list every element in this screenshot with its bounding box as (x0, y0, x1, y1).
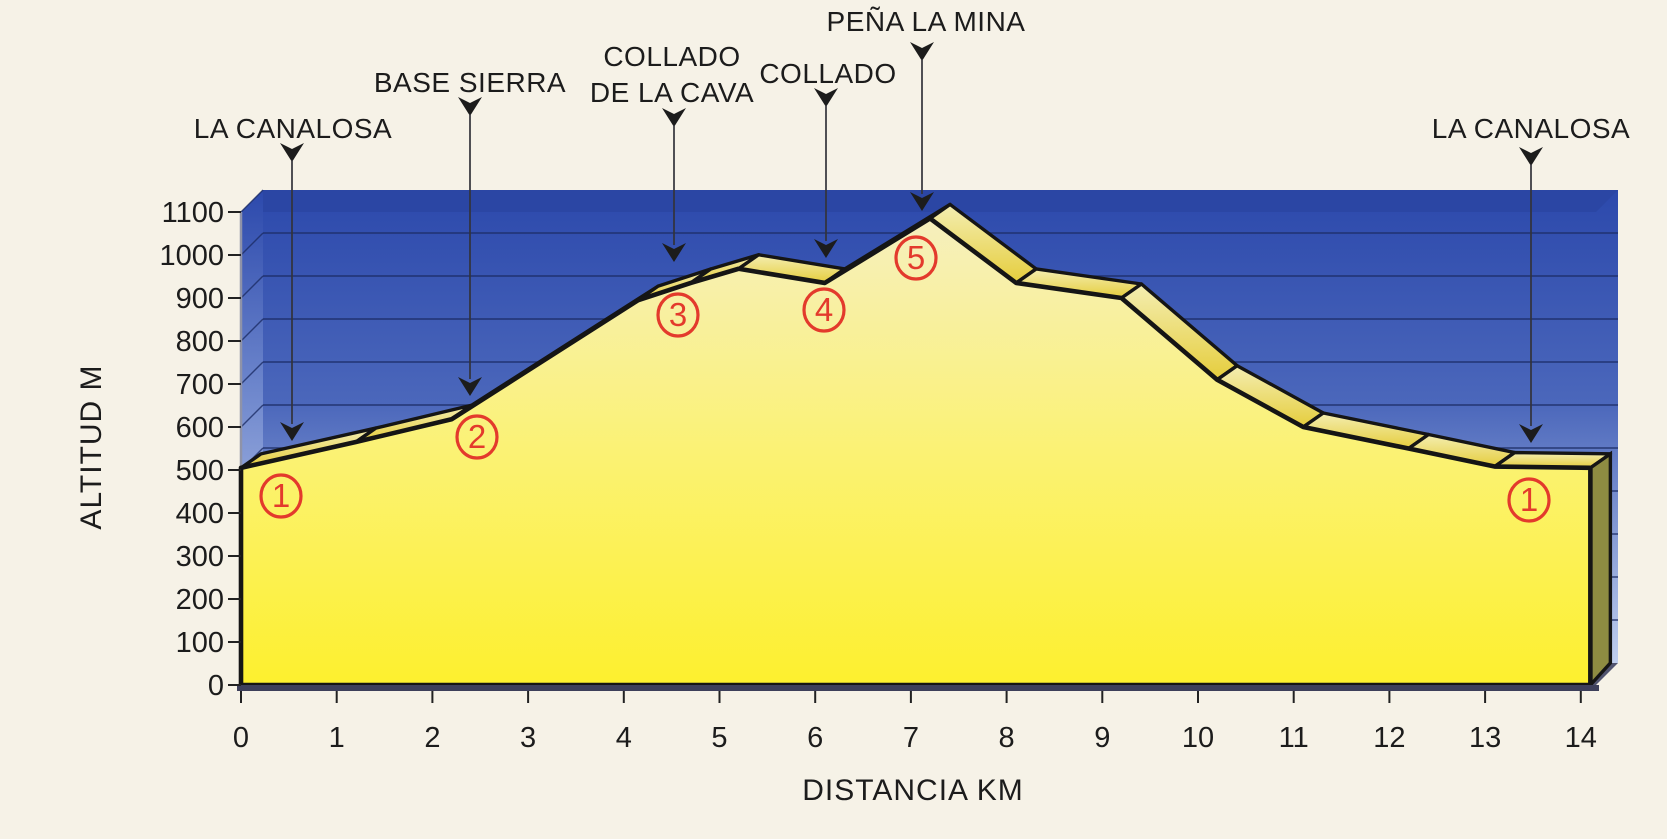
annotation-collado-de-la-cava: COLLADO DE LA CAVA (590, 41, 754, 262)
annotation-pena-la-mina: PEÑA LA MINA (827, 6, 1026, 211)
stage-marker-4-3: 4 (802, 287, 846, 333)
marker-circle (1507, 477, 1551, 523)
arrowhead-top (662, 108, 686, 127)
x-axis-title: DISTANCIA KM (802, 774, 1023, 807)
y-tick-label-200: 200 (176, 584, 224, 616)
y-tick-label-500: 500 (176, 455, 224, 487)
marker-circle (802, 287, 846, 333)
stage-marker-1-0: 1 (259, 473, 303, 519)
arrowhead-top (910, 42, 934, 61)
y-axis-title: ALTITUD M (75, 364, 108, 529)
y-tick-label-400: 400 (176, 498, 224, 530)
top-face (241, 190, 1618, 212)
y-tick-label-900: 900 (176, 283, 224, 315)
y-tick-label-300: 300 (176, 541, 224, 573)
y-tick-label-800: 800 (176, 326, 224, 358)
annotation-label: LA CANALOSA (194, 113, 392, 144)
x-tick-label-3: 3 (520, 722, 536, 754)
x-tick-label-12: 12 (1373, 722, 1405, 754)
marker-digit: 3 (669, 296, 687, 333)
arrowhead-bottom (280, 422, 304, 441)
stage-marker-5-4: 5 (894, 235, 938, 281)
y-tick-label-100: 100 (176, 627, 224, 659)
x-tick-label-6: 6 (807, 722, 823, 754)
y-tick-label-0: 0 (208, 670, 224, 702)
annotation-label: COLLADO (603, 41, 740, 72)
x-tick-label-14: 14 (1565, 722, 1597, 754)
area-front-face (238, 216, 1593, 688)
y-tick-label-700: 700 (176, 369, 224, 401)
marker-digit: 1 (1520, 481, 1538, 518)
annotation-la-canalosa-left: LA CANALOSA (194, 113, 392, 441)
annotation-label: DE LA CAVA (590, 77, 754, 108)
marker-circle (656, 292, 700, 338)
left-grid-800 (240, 318, 264, 342)
left-grid-1000 (240, 232, 264, 256)
marker-digit: 5 (907, 239, 925, 276)
arrowhead-bottom (458, 377, 482, 396)
marker-circle (259, 473, 303, 519)
annotation-label: BASE SIERRA (374, 67, 566, 98)
x-tick-label-9: 9 (1094, 722, 1110, 754)
stage-marker-2-1: 2 (455, 414, 499, 460)
stage-marker-3-2: 3 (656, 292, 700, 338)
arrowhead-top (1519, 147, 1543, 166)
marker-circle (894, 235, 938, 281)
y-tick-label-1100: 1100 (162, 197, 224, 229)
arrowhead-bottom (910, 192, 934, 211)
annotation-label: COLLADO (759, 58, 896, 89)
x-tick-label-13: 13 (1469, 722, 1501, 754)
x-tick-label-8: 8 (999, 722, 1015, 754)
left-grid-600 (240, 404, 264, 428)
annotation-label: LA CANALOSA (1432, 113, 1630, 144)
x-tick-label-10: 10 (1182, 722, 1214, 754)
annotation-base-sierra: BASE SIERRA (374, 67, 566, 396)
left-grid-1100 (240, 189, 264, 213)
annotation-la-canalosa-right: LA CANALOSA (1432, 113, 1630, 443)
y-tick-label-1000: 1000 (159, 240, 224, 272)
annotation-label: PEÑA LA MINA (827, 6, 1026, 37)
x-tick-label-7: 7 (903, 722, 919, 754)
arrowhead-top (458, 97, 482, 116)
arrowhead-top (280, 143, 304, 162)
arrowhead-bottom (814, 239, 838, 258)
arrowhead-bottom (1519, 424, 1543, 443)
arrowhead-bottom (662, 243, 686, 262)
marker-circle (455, 414, 499, 460)
arrowhead-top (814, 88, 838, 107)
marker-digit: 2 (468, 418, 486, 455)
left-grid-900 (240, 275, 264, 299)
x-tick-label-0: 0 (233, 722, 249, 754)
marker-digit: 1 (272, 477, 290, 514)
elevation-area-series (238, 202, 1613, 690)
x-tick-label-11: 11 (1279, 722, 1309, 754)
marker-digit: 4 (815, 291, 833, 328)
right-end-cap (1588, 450, 1613, 690)
x-tick-label-1: 1 (329, 722, 345, 754)
x-tick-label-4: 4 (616, 722, 632, 754)
stage-marker-1-5: 1 (1507, 477, 1551, 523)
y-tick-label-600: 600 (176, 412, 224, 444)
x-tick-label-2: 2 (424, 722, 440, 754)
annotation-collado: COLLADO (759, 58, 896, 258)
x-tick-label-5: 5 (711, 722, 727, 754)
left-grid-700 (240, 361, 264, 385)
